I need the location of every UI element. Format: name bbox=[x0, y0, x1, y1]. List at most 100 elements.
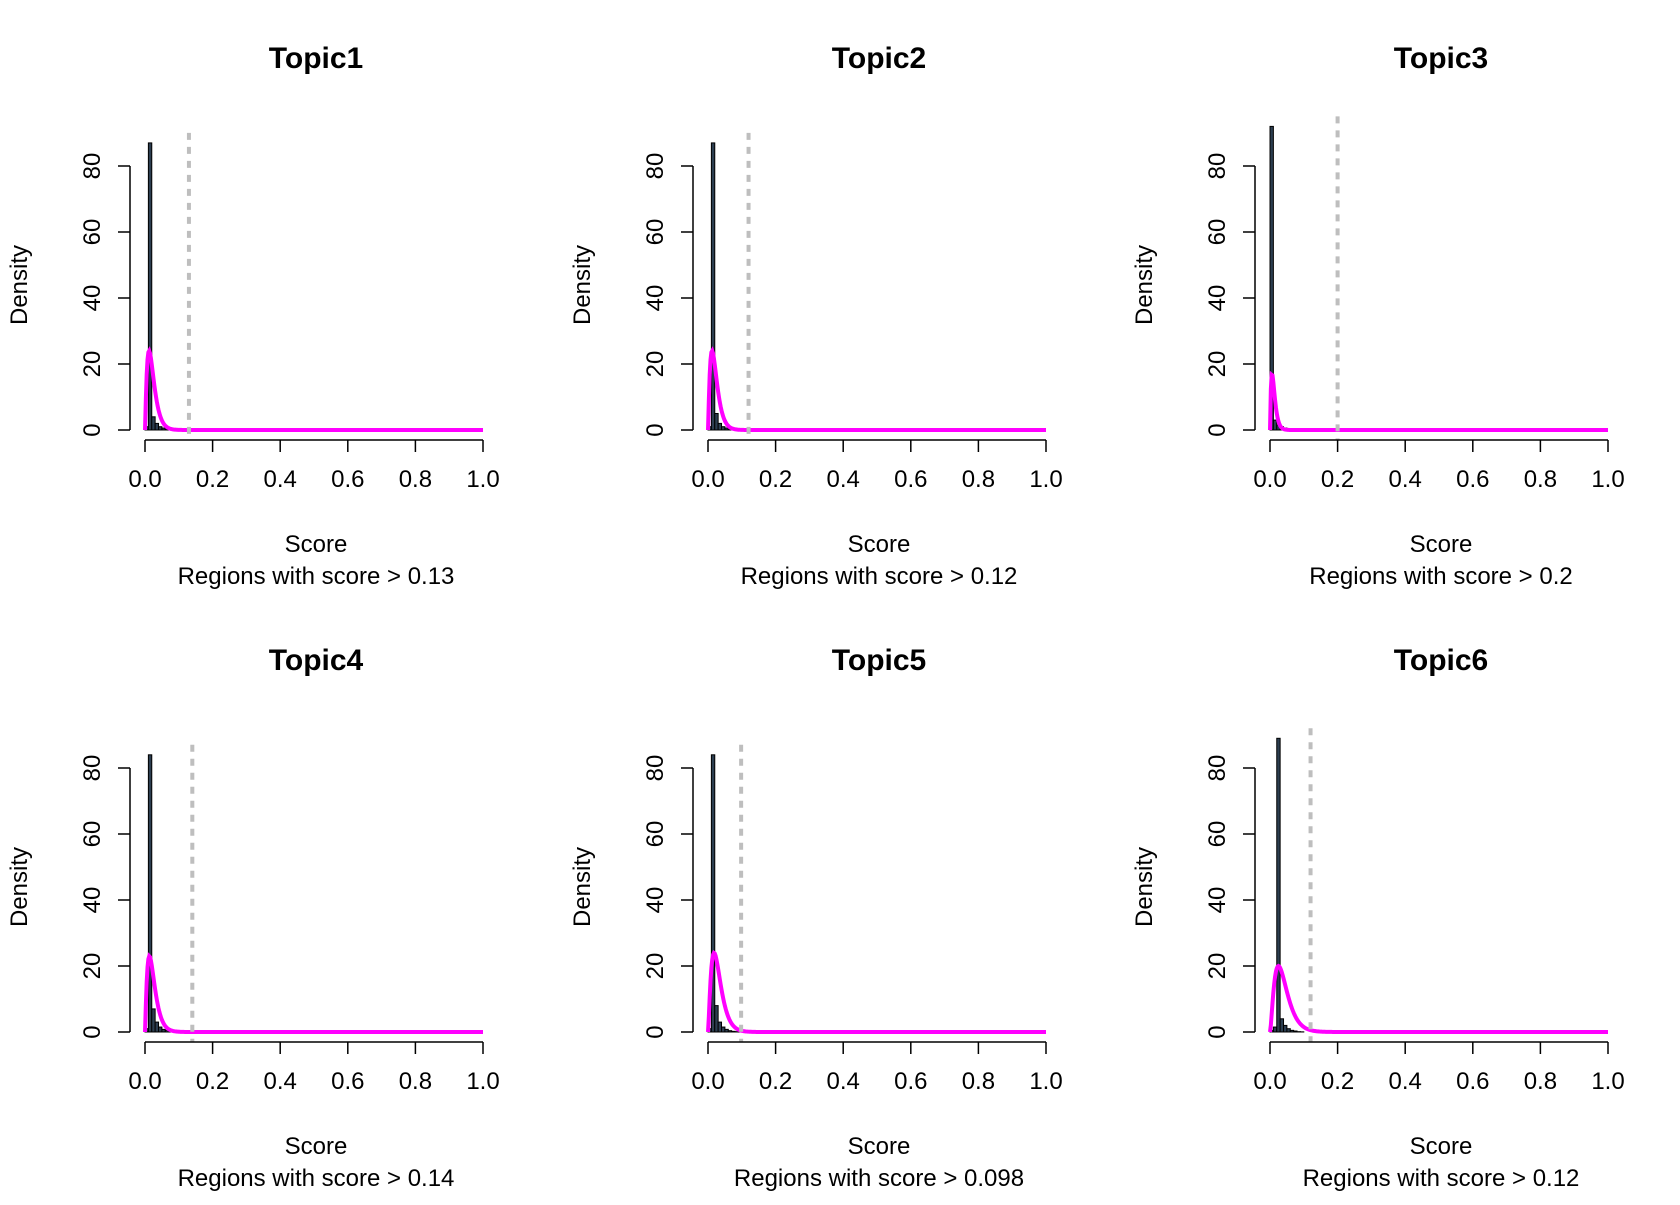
y-axis-label: Density bbox=[1131, 847, 1158, 927]
x-tick-label: 0.8 bbox=[962, 466, 995, 493]
x-tick-label: 0.4 bbox=[1389, 1068, 1422, 1095]
density-curve bbox=[1270, 375, 1608, 430]
y-tick-label: 0 bbox=[79, 423, 106, 436]
panel-title: Topic2 bbox=[832, 42, 926, 75]
x-tick-label: 0.4 bbox=[264, 1068, 297, 1095]
density-curve bbox=[708, 351, 1046, 430]
x-tick-label: 0.0 bbox=[691, 466, 724, 493]
x-axis-label: Score bbox=[1410, 1133, 1473, 1160]
y-tick-label: 20 bbox=[642, 953, 669, 980]
histogram-bar bbox=[1290, 1030, 1293, 1032]
y-tick-label: 60 bbox=[79, 219, 106, 246]
panel-title: Topic6 bbox=[1394, 644, 1488, 677]
x-tick-label: 1.0 bbox=[1591, 466, 1624, 493]
y-tick-label: 20 bbox=[79, 953, 106, 980]
y-tick-label: 20 bbox=[642, 351, 669, 378]
y-axis-label: Density bbox=[1131, 245, 1158, 325]
x-tick-label: 0.8 bbox=[1524, 466, 1557, 493]
x-tick-label: 0.2 bbox=[1321, 1068, 1354, 1095]
x-tick-label: 0.6 bbox=[331, 466, 364, 493]
y-tick-label: 80 bbox=[642, 755, 669, 782]
histogram-bar bbox=[162, 428, 165, 430]
x-tick-label: 0.6 bbox=[894, 1068, 927, 1095]
subtitle: Regions with score > 0.098 bbox=[734, 1165, 1024, 1192]
subtitle: Regions with score > 0.12 bbox=[1303, 1165, 1580, 1192]
y-tick-label: 20 bbox=[1204, 953, 1231, 980]
panel-title: Topic3 bbox=[1394, 42, 1488, 75]
histogram-bar bbox=[1287, 1029, 1290, 1032]
panel-title: Topic5 bbox=[832, 644, 926, 677]
x-tick-label: 0.2 bbox=[759, 1068, 792, 1095]
histogram-bar bbox=[732, 1031, 735, 1032]
histogram-bar bbox=[1277, 738, 1280, 1032]
x-tick-label: 1.0 bbox=[1029, 1068, 1062, 1095]
histogram-bar bbox=[162, 1029, 165, 1032]
histogram-bar bbox=[722, 427, 725, 430]
y-tick-label: 40 bbox=[1204, 887, 1231, 914]
histogram-bar bbox=[718, 1022, 721, 1032]
panel-5: Topic5 0.0 0.2 0.4 0.6 0.8 1.0 0 20 40 60 80 Score Re… bbox=[569, 644, 1063, 1192]
subtitle: Regions with score > 0.12 bbox=[741, 563, 1018, 590]
x-axis-label: Score bbox=[285, 531, 348, 558]
histogram-bar bbox=[1273, 1027, 1276, 1032]
x-tick-label: 0.4 bbox=[1389, 466, 1422, 493]
y-axis-label: Density bbox=[6, 847, 33, 927]
x-tick-label: 0.2 bbox=[196, 466, 229, 493]
histogram-bar bbox=[155, 1022, 158, 1032]
histogram-bar bbox=[152, 1009, 155, 1032]
y-tick-label: 20 bbox=[79, 351, 106, 378]
x-tick-label: 0.0 bbox=[128, 1068, 161, 1095]
x-tick-label: 0.6 bbox=[1456, 466, 1489, 493]
y-tick-label: 40 bbox=[642, 887, 669, 914]
y-tick-label: 80 bbox=[79, 755, 106, 782]
histogram-bar bbox=[715, 414, 718, 431]
y-tick-label: 0 bbox=[642, 423, 669, 436]
histogram-bar bbox=[159, 427, 162, 430]
y-tick-label: 80 bbox=[1204, 755, 1231, 782]
x-axis-label: Score bbox=[1410, 531, 1473, 558]
y-tick-label: 20 bbox=[1204, 351, 1231, 378]
histogram-bar bbox=[715, 1006, 718, 1032]
x-tick-label: 0.6 bbox=[331, 1068, 364, 1095]
histogram-bar bbox=[718, 423, 721, 430]
y-tick-label: 0 bbox=[1204, 423, 1231, 436]
x-tick-label: 0.4 bbox=[827, 466, 860, 493]
y-tick-label: 60 bbox=[1204, 219, 1231, 246]
y-tick-label: 0 bbox=[1204, 1025, 1231, 1038]
histogram-bar bbox=[1280, 1019, 1283, 1032]
x-tick-label: 0.6 bbox=[1456, 1068, 1489, 1095]
x-tick-label: 0.8 bbox=[399, 1068, 432, 1095]
x-tick-label: 0.4 bbox=[264, 466, 297, 493]
x-axis-label: Score bbox=[848, 1133, 911, 1160]
y-tick-label: 40 bbox=[79, 285, 106, 312]
subtitle: Regions with score > 0.13 bbox=[178, 563, 455, 590]
x-tick-label: 0.8 bbox=[962, 1068, 995, 1095]
y-tick-label: 60 bbox=[79, 821, 106, 848]
density-curve bbox=[145, 351, 483, 430]
x-axis-label: Score bbox=[848, 531, 911, 558]
histogram-bar bbox=[728, 1031, 731, 1032]
x-tick-label: 1.0 bbox=[466, 1068, 499, 1095]
y-tick-label: 60 bbox=[1204, 821, 1231, 848]
x-tick-label: 0.8 bbox=[1524, 1068, 1557, 1095]
x-tick-label: 0.2 bbox=[1321, 466, 1354, 493]
y-tick-label: 60 bbox=[642, 821, 669, 848]
x-tick-label: 1.0 bbox=[466, 466, 499, 493]
x-tick-label: 0.0 bbox=[691, 1068, 724, 1095]
panel-title: Topic4 bbox=[269, 644, 364, 677]
x-axis-label: Score bbox=[285, 1133, 348, 1160]
x-tick-label: 0.4 bbox=[827, 1068, 860, 1095]
y-tick-label: 0 bbox=[642, 1025, 669, 1038]
x-tick-label: 0.0 bbox=[1253, 466, 1286, 493]
x-tick-label: 1.0 bbox=[1029, 466, 1062, 493]
histogram-bar bbox=[148, 143, 151, 430]
histogram-bar bbox=[1273, 420, 1276, 430]
histogram-bar bbox=[1294, 1031, 1297, 1032]
y-tick-label: 40 bbox=[642, 285, 669, 312]
histogram-bar bbox=[725, 428, 728, 430]
histogram-bar bbox=[711, 143, 714, 430]
